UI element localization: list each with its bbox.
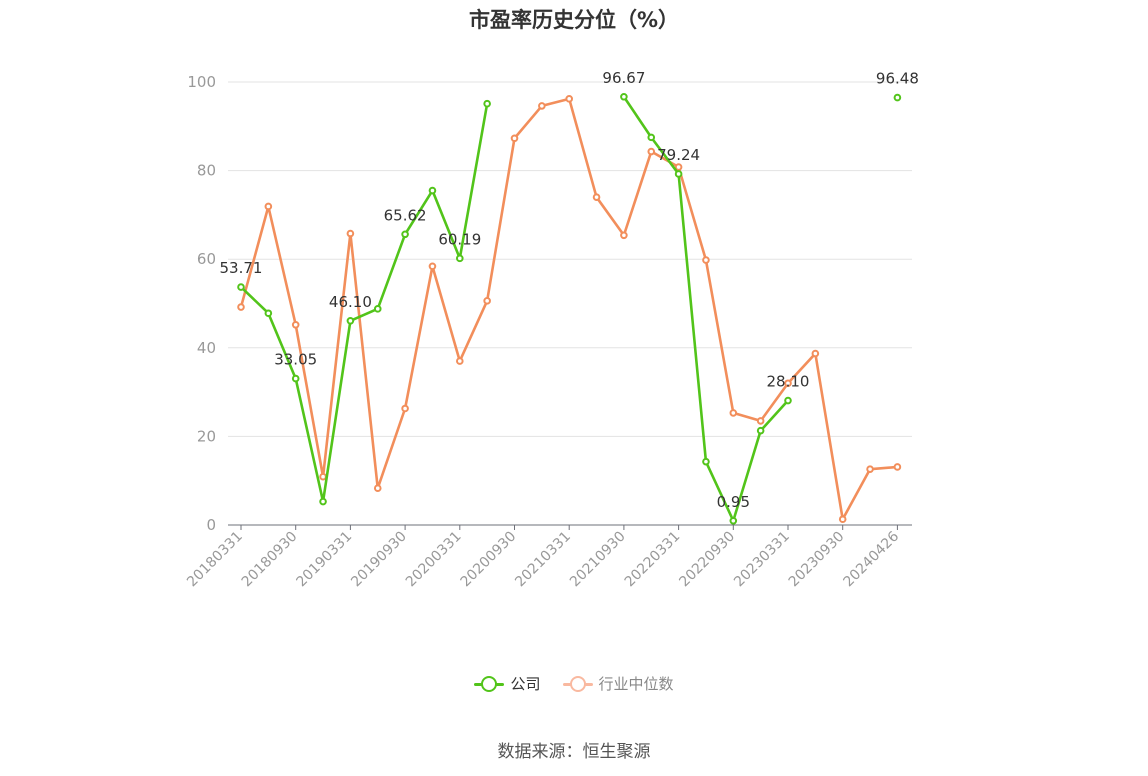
data-label: 33.05 [274,351,317,369]
chart-title: 市盈率历史分位（%） [468,8,680,32]
data-point-company [428,186,437,195]
data-label: 0.95 [717,493,750,511]
data-point-company [784,396,792,405]
y-tick-label: 20 [197,427,216,445]
data-point-industry [291,320,300,329]
series-layer [237,92,902,525]
x-tick-label: 20230930 [786,529,848,591]
data-point-company [456,254,464,263]
data-label: 79.24 [657,146,700,164]
data-point-industry [811,349,820,358]
data-point-industry [784,379,792,388]
data-point-industry [893,463,902,471]
data-label: 96.48 [876,70,919,88]
legend-item-company[interactable]: 公司 [474,673,541,694]
data-point-company [620,92,628,101]
data-point-company [729,516,738,525]
legend-company-label: 公司 [510,675,541,693]
data-point-company [319,497,327,506]
data-point-industry [456,357,464,365]
data-point-industry [483,297,491,305]
x-tick-label: 20210930 [567,529,629,591]
legend-company-marker-icon [474,675,505,692]
x-tick-label: 20200331 [403,529,465,591]
data-point-industry [401,404,409,413]
data-point-industry [647,147,656,156]
x-tick-label: 20220331 [622,529,684,591]
y-tick-label: 40 [197,339,216,357]
data-point-industry [319,472,327,481]
data-point-industry [510,134,519,143]
data-label: 28.10 [767,373,810,391]
data-point-company [702,457,710,466]
legend-item-industry[interactable]: 行业中位数 [562,673,674,694]
x-tick-label: 20230331 [731,529,793,591]
data-point-company [647,133,656,142]
data-point-industry [729,409,738,417]
data-point-industry [702,256,710,264]
data-label: 65.62 [384,206,427,224]
data-label: 53.71 [220,259,263,277]
data-point-industry [565,95,574,103]
data-point-industry [620,231,628,240]
data-label-layer: 53.71 33.05 46.10 65.62 60.19 96.67 79.24 0.95 2… [220,69,919,511]
pe-percentile-chart: 0 20 40 60 80 100 2018033120180930201903312019… [184,69,919,590]
x-tick-label: 20240426 [841,528,903,590]
data-point-industry [373,484,382,493]
data-point-industry [866,465,874,473]
data-label: 60.19 [438,230,481,248]
series-line-company [239,102,489,503]
data-point-company [893,93,902,102]
x-tick-label: 20190331 [294,529,356,591]
data-source: 数据来源：恒生聚源 [497,742,651,762]
x-tick-label: 20220930 [676,529,738,591]
x-tick-label: 20200930 [458,529,520,591]
data-point-industry [756,417,765,425]
data-label: 96.67 [602,69,645,87]
x-tick-label: 20180930 [239,529,301,591]
axis-layer: 0 20 40 60 80 100 2018033120180930201903312019… [184,73,912,590]
data-point-industry [346,229,355,238]
data-point-company [346,316,355,325]
data-point-industry [237,303,245,311]
data-point-company [373,305,382,313]
x-tick-label: 20210331 [512,529,574,591]
data-point-industry [592,193,601,201]
data-point-company [264,309,273,318]
legend-industry-marker-icon [562,675,593,692]
y-tick-label: 100 [187,73,216,91]
data-point-industry [264,202,273,211]
data-point-industry [674,163,683,171]
data-point-company [291,374,300,383]
data-point-industry [838,515,847,524]
x-tick-label: 20180331 [184,529,246,591]
data-point-industry [428,262,437,271]
data-point-company [237,283,245,291]
data-point-company [756,426,765,435]
grid-layer [228,81,912,437]
y-tick-label: 60 [197,250,216,268]
data-point-company [483,99,491,108]
legend-industry-label: 行业中位数 [598,675,674,693]
y-tick-label: 0 [206,516,216,534]
y-tick-label: 80 [197,162,216,180]
data-label: 46.10 [329,293,372,311]
data-point-company [674,170,683,178]
legend: 公司 行业中位数 [0,673,1148,694]
data-point-industry [538,102,546,110]
data-point-company [401,230,409,239]
x-tick-label: 20190930 [348,529,410,591]
